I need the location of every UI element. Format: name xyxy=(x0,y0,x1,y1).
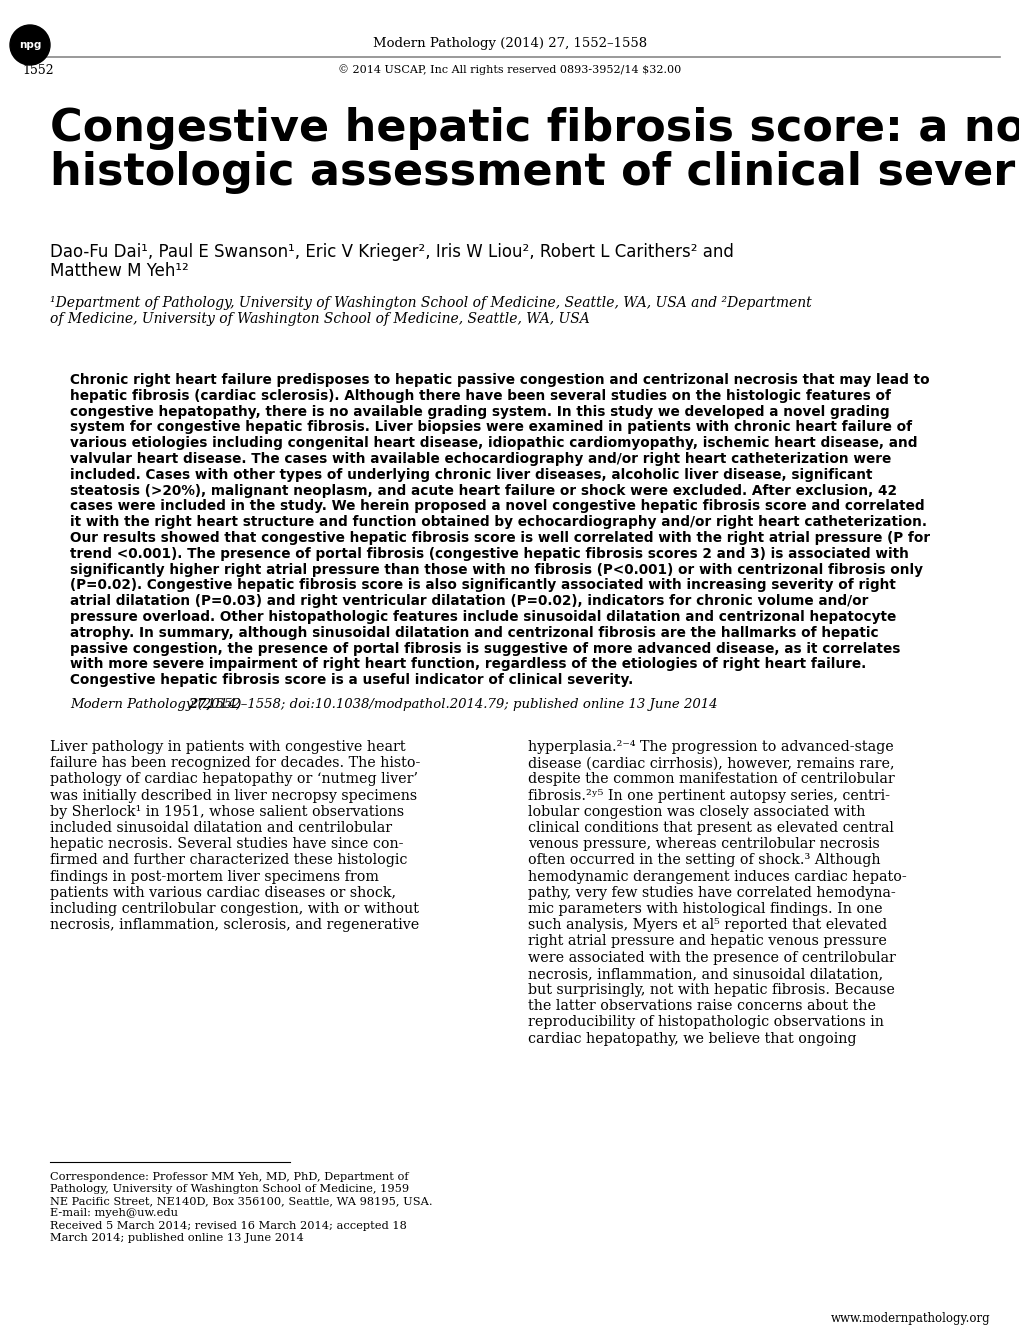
Text: trend <0.001). The presence of portal fibrosis (congestive hepatic fibrosis scor: trend <0.001). The presence of portal fi… xyxy=(70,547,908,560)
Text: valvular heart disease. The cases with available echocardiography and/or right h: valvular heart disease. The cases with a… xyxy=(70,452,891,466)
Text: Chronic right heart failure predisposes to hepatic passive congestion and centri: Chronic right heart failure predisposes … xyxy=(70,374,928,387)
Text: hepatic necrosis. Several studies have since con-: hepatic necrosis. Several studies have s… xyxy=(50,837,404,851)
Text: Congestive hepatic fibrosis score is a useful indicator of clinical severity.: Congestive hepatic fibrosis score is a u… xyxy=(70,673,633,687)
Text: Matthew M Yeh¹²: Matthew M Yeh¹² xyxy=(50,262,189,280)
Text: Correspondence: Professor MM Yeh, MD, PhD, Department of: Correspondence: Professor MM Yeh, MD, Ph… xyxy=(50,1172,409,1181)
Text: it with the right heart structure and function obtained by echocardiography and/: it with the right heart structure and fu… xyxy=(70,515,926,530)
Text: often occurred in the setting of shock.³ Although: often occurred in the setting of shock.³… xyxy=(528,853,879,867)
Text: right atrial pressure and hepatic venous pressure: right atrial pressure and hepatic venous… xyxy=(528,934,886,949)
Text: fibrosis.²ʸ⁵ In one pertinent autopsy series, centri-: fibrosis.²ʸ⁵ In one pertinent autopsy se… xyxy=(528,789,890,802)
Text: reproducibility of histopathologic observations in: reproducibility of histopathologic obser… xyxy=(528,1016,883,1030)
Text: various etiologies including congenital heart disease, idiopathic cardiomyopathy: various etiologies including congenital … xyxy=(70,437,917,450)
Text: steatosis (>20%), malignant neoplasm, and acute heart failure or shock were excl: steatosis (>20%), malignant neoplasm, an… xyxy=(70,484,896,497)
Text: Our results showed that congestive hepatic fibrosis score is well correlated wit: Our results showed that congestive hepat… xyxy=(70,531,929,546)
Text: 1552: 1552 xyxy=(22,63,54,77)
Text: system for congestive hepatic fibrosis. Liver biopsies were examined in patients: system for congestive hepatic fibrosis. … xyxy=(70,421,911,434)
Text: Congestive hepatic fibrosis score: a novel: Congestive hepatic fibrosis score: a nov… xyxy=(50,108,1019,151)
Text: clinical conditions that present as elevated central: clinical conditions that present as elev… xyxy=(528,821,893,835)
Text: Pathology, University of Washington School of Medicine, 1959: Pathology, University of Washington Scho… xyxy=(50,1184,409,1193)
Text: Liver pathology in patients with congestive heart: Liver pathology in patients with congest… xyxy=(50,741,406,754)
Text: findings in post-mortem liver specimens from: findings in post-mortem liver specimens … xyxy=(50,870,378,883)
Text: significantly higher right atrial pressure than those with no fibrosis (P<0.001): significantly higher right atrial pressu… xyxy=(70,563,922,577)
Text: Modern Pathology (2014): Modern Pathology (2014) xyxy=(70,698,246,711)
Text: but surprisingly, not with hepatic fibrosis. Because: but surprisingly, not with hepatic fibro… xyxy=(528,982,894,997)
Text: 1552–1558; doi:10.1038/modpathol.2014.79; published online 13 June 2014: 1552–1558; doi:10.1038/modpathol.2014.79… xyxy=(203,698,717,711)
Text: atrophy. In summary, although sinusoidal dilatation and centrizonal fibrosis are: atrophy. In summary, although sinusoidal… xyxy=(70,626,877,640)
Text: with more severe impairment of right heart function, regardless of the etiologie: with more severe impairment of right hea… xyxy=(70,657,865,672)
Text: of Medicine, University of Washington School of Medicine, Seattle, WA, USA: of Medicine, University of Washington Sc… xyxy=(50,312,589,325)
Text: ¹Department of Pathology, University of Washington School of Medicine, Seattle, : ¹Department of Pathology, University of … xyxy=(50,296,811,310)
Text: npg: npg xyxy=(18,40,41,50)
Text: NE Pacific Street, NE140D, Box 356100, Seattle, WA 98195, USA.: NE Pacific Street, NE140D, Box 356100, S… xyxy=(50,1196,432,1207)
Text: cardiac hepatopathy, we believe that ongoing: cardiac hepatopathy, we believe that ong… xyxy=(528,1032,856,1046)
Text: mic parameters with histological findings. In one: mic parameters with histological finding… xyxy=(528,902,881,917)
Text: histologic assessment of clinical severity: histologic assessment of clinical severi… xyxy=(50,151,1019,194)
Text: passive congestion, the presence of portal fibrosis is suggestive of more advanc: passive congestion, the presence of port… xyxy=(70,641,900,656)
Text: cases were included in the study. We herein proposed a novel congestive hepatic : cases were included in the study. We her… xyxy=(70,500,923,513)
Text: including centrilobular congestion, with or without: including centrilobular congestion, with… xyxy=(50,902,419,917)
Text: by Sherlock¹ in 1951, whose salient observations: by Sherlock¹ in 1951, whose salient obse… xyxy=(50,805,404,818)
Text: © 2014 USCAP, Inc All rights reserved 0893-3952/14 $32.00: © 2014 USCAP, Inc All rights reserved 08… xyxy=(338,65,681,75)
Text: included sinusoidal dilatation and centrilobular: included sinusoidal dilatation and centr… xyxy=(50,821,391,835)
Text: atrial dilatation (P=0.03) and right ventricular dilatation (P=0.02), indicators: atrial dilatation (P=0.03) and right ven… xyxy=(70,594,867,609)
Text: www.modernpathology.org: www.modernpathology.org xyxy=(829,1312,989,1325)
Text: despite the common manifestation of centrilobular: despite the common manifestation of cent… xyxy=(528,773,894,786)
Text: firmed and further characterized these histologic: firmed and further characterized these h… xyxy=(50,853,407,867)
Text: E-mail: myeh@uw.edu: E-mail: myeh@uw.edu xyxy=(50,1208,178,1219)
Text: Received 5 March 2014; revised 16 March 2014; accepted 18: Received 5 March 2014; revised 16 March … xyxy=(50,1220,407,1231)
Text: pressure overload. Other histopathologic features include sinusoidal dilatation : pressure overload. Other histopathologic… xyxy=(70,610,896,624)
Text: hyperplasia.²⁻⁴ The progression to advanced-stage: hyperplasia.²⁻⁴ The progression to advan… xyxy=(528,741,893,754)
Text: patients with various cardiac diseases or shock,: patients with various cardiac diseases o… xyxy=(50,886,395,899)
Text: pathy, very few studies have correlated hemodyna-: pathy, very few studies have correlated … xyxy=(528,886,895,899)
Text: Dao-Fu Dai¹, Paul E Swanson¹, Eric V Krieger², Iris W Liou², Robert L Carithers²: Dao-Fu Dai¹, Paul E Swanson¹, Eric V Kri… xyxy=(50,243,733,261)
Text: necrosis, inflammation, sclerosis, and regenerative: necrosis, inflammation, sclerosis, and r… xyxy=(50,918,419,933)
Circle shape xyxy=(10,26,50,65)
Text: failure has been recognized for decades. The histo-: failure has been recognized for decades.… xyxy=(50,757,420,770)
Text: hemodynamic derangement induces cardiac hepato-: hemodynamic derangement induces cardiac … xyxy=(528,870,906,883)
Text: Modern Pathology (2014) 27, 1552–1558: Modern Pathology (2014) 27, 1552–1558 xyxy=(373,38,646,51)
Text: included. Cases with other types of underlying chronic liver diseases, alcoholic: included. Cases with other types of unde… xyxy=(70,468,871,481)
Text: were associated with the presence of centrilobular: were associated with the presence of cen… xyxy=(528,950,895,965)
Text: pathology of cardiac hepatopathy or ‘nutmeg liver’: pathology of cardiac hepatopathy or ‘nut… xyxy=(50,773,418,786)
Text: disease (cardiac cirrhosis), however, remains rare,: disease (cardiac cirrhosis), however, re… xyxy=(528,757,894,770)
Text: necrosis, inflammation, and sinusoidal dilatation,: necrosis, inflammation, and sinusoidal d… xyxy=(528,966,882,981)
Text: such analysis, Myers et al⁵ reported that elevated: such analysis, Myers et al⁵ reported tha… xyxy=(528,918,887,933)
Text: 27,: 27, xyxy=(189,698,212,711)
Text: hepatic fibrosis (cardiac sclerosis). Although there have been several studies o: hepatic fibrosis (cardiac sclerosis). Al… xyxy=(70,388,891,403)
Text: the latter observations raise concerns about the: the latter observations raise concerns a… xyxy=(528,999,875,1013)
Text: March 2014; published online 13 June 2014: March 2014; published online 13 June 201… xyxy=(50,1232,304,1243)
Text: venous pressure, whereas centrilobular necrosis: venous pressure, whereas centrilobular n… xyxy=(528,837,878,851)
Text: was initially described in liver necropsy specimens: was initially described in liver necrops… xyxy=(50,789,417,802)
Text: (P=0.02). Congestive hepatic fibrosis score is also significantly associated wit: (P=0.02). Congestive hepatic fibrosis sc… xyxy=(70,578,895,593)
Text: congestive hepatopathy, there is no available grading system. In this study we d: congestive hepatopathy, there is no avai… xyxy=(70,405,889,418)
Text: lobular congestion was closely associated with: lobular congestion was closely associate… xyxy=(528,805,864,818)
